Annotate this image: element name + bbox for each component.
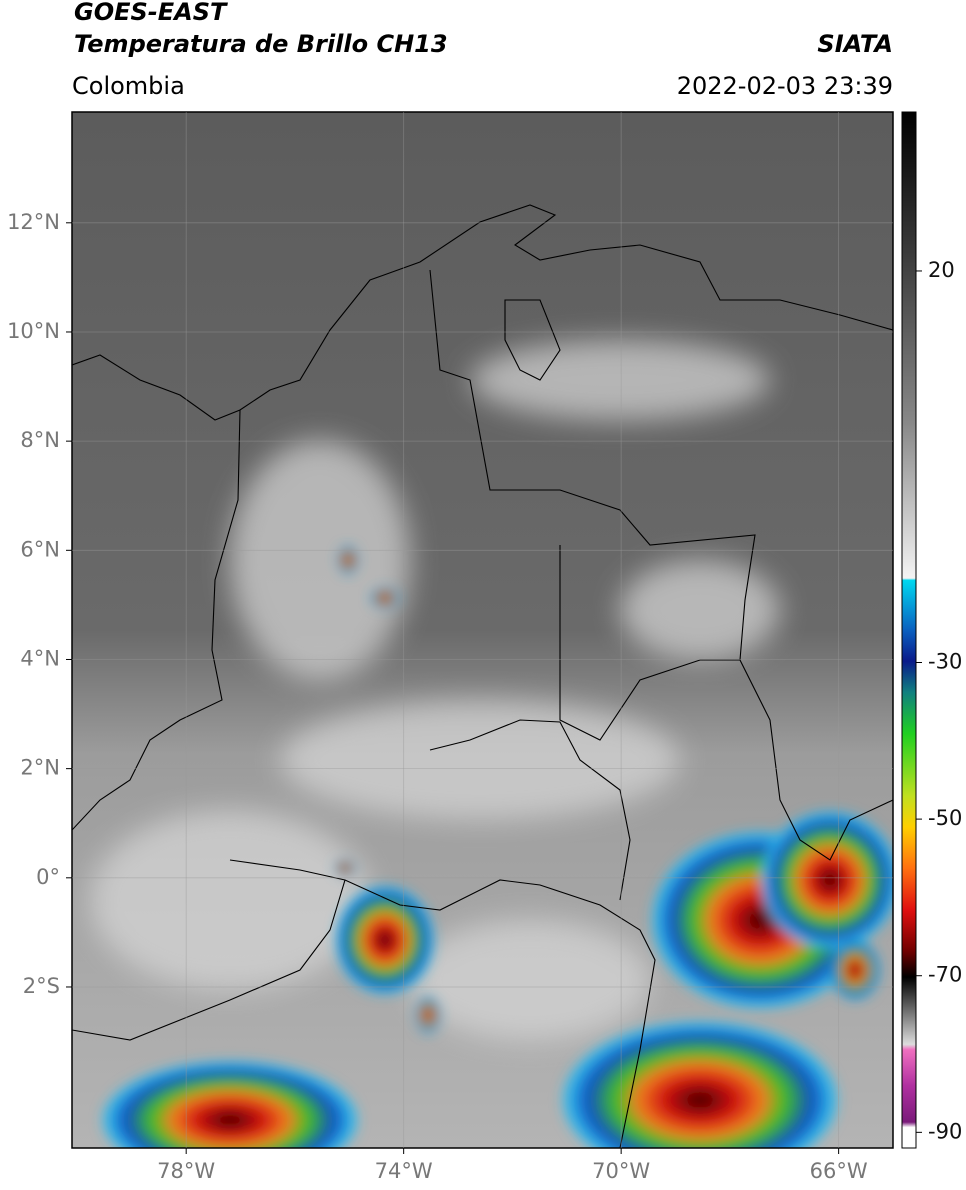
lon-tick-label: 74°W	[375, 1159, 433, 1183]
title: GOES-EAST	[74, 0, 228, 26]
colorbar-tick-label: -30	[928, 649, 962, 673]
region: Colombia	[72, 72, 185, 100]
map-frame	[71, 111, 894, 1149]
lon-tick-label: 78°W	[157, 1159, 215, 1183]
lon-tick-label: 70°W	[592, 1159, 650, 1183]
colorbar-tick-label: 20	[928, 258, 955, 282]
colorbar-tick-label: -90	[928, 1119, 962, 1143]
source: SIATA	[817, 30, 893, 58]
lon-tick-label: 66°W	[810, 1159, 868, 1183]
lat-tick-label: 12°N	[7, 210, 60, 234]
datetime: 2022-02-03 23:39	[677, 72, 893, 100]
lat-tick-label: 6°N	[20, 537, 60, 561]
lat-tick-label: 8°N	[20, 428, 60, 452]
colorbar-tick-label: -50	[928, 806, 962, 830]
lat-tick-label: 4°N	[20, 646, 60, 670]
map-image	[72, 112, 893, 1148]
colorbar-tick-label: -70	[928, 963, 962, 987]
subtitle: Temperatura de Brillo CH13	[74, 30, 448, 58]
lat-tick-label: 10°N	[7, 319, 60, 343]
lat-tick-label: 0°	[36, 865, 60, 889]
lat-tick-label: 2°S	[23, 974, 60, 998]
lat-tick-label: 2°N	[20, 756, 60, 780]
colorbar	[901, 111, 917, 1149]
